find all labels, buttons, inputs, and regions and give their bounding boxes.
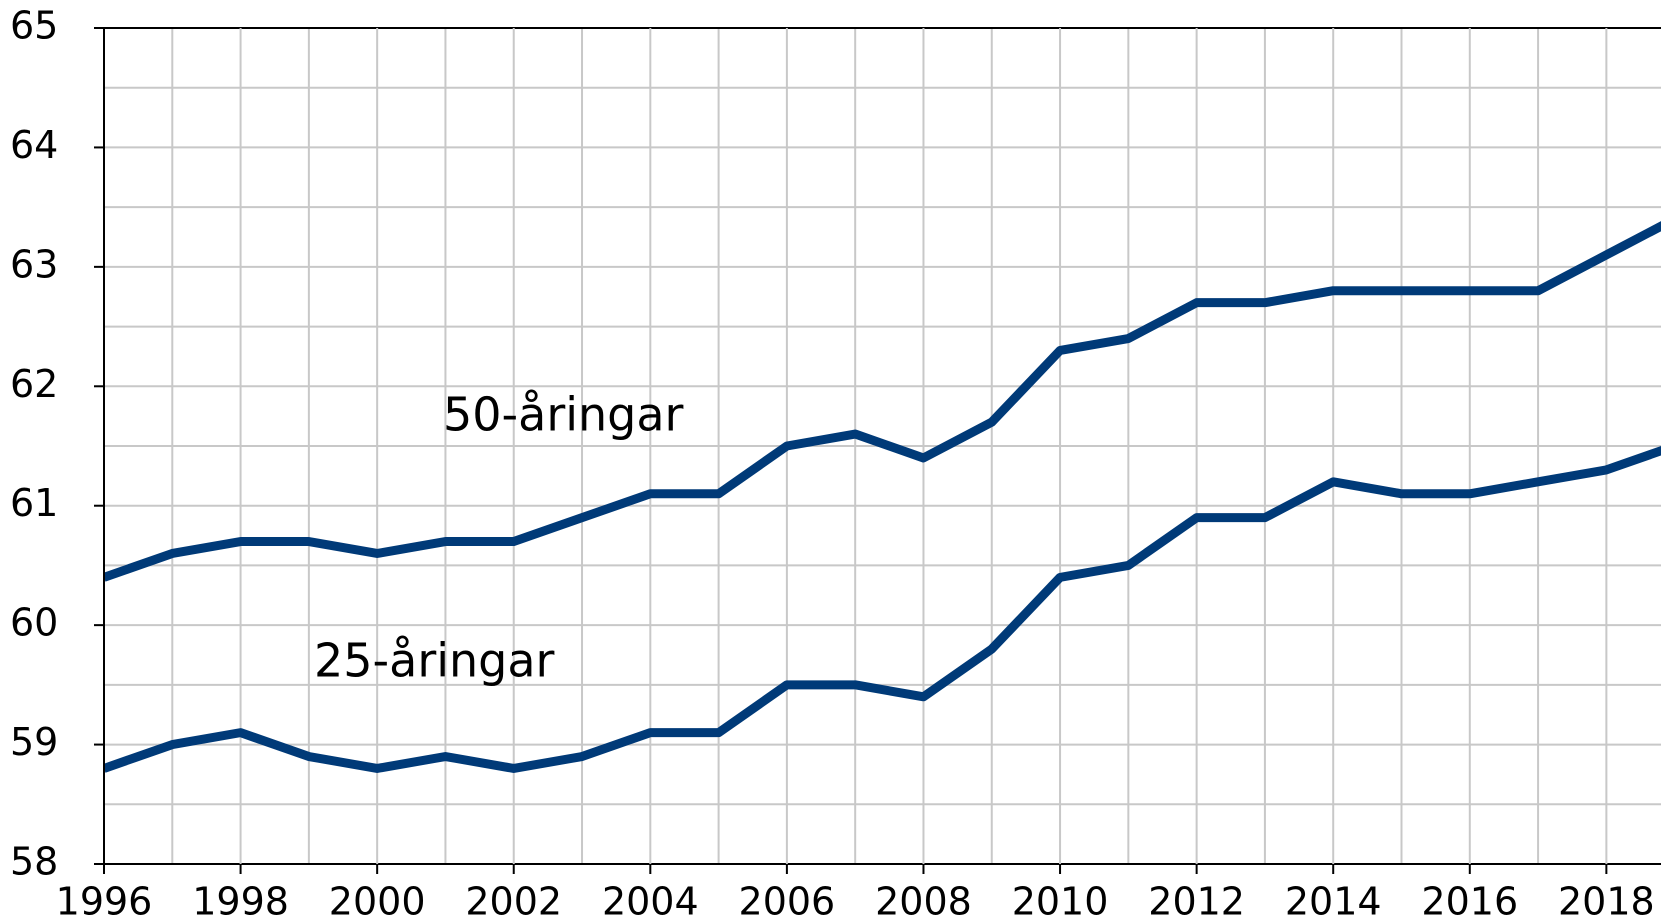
y-tick-label: 65 — [10, 4, 58, 48]
x-tick-label: 2010 — [1012, 880, 1109, 921]
series-line — [104, 446, 1661, 773]
x-tick-label: 1998 — [192, 880, 289, 921]
x-tick-label: 2002 — [465, 880, 562, 921]
series-label: 25-åringar — [314, 634, 555, 688]
x-tick-label: 1996 — [56, 880, 153, 921]
x-tick-label: 2006 — [739, 880, 836, 921]
y-tick-label: 58 — [10, 840, 58, 884]
grid — [104, 27, 1661, 865]
series-line — [104, 221, 1661, 582]
y-tick-label: 60 — [10, 601, 58, 645]
plot-area — [104, 221, 1661, 773]
x-tick-label: 2000 — [329, 880, 426, 921]
y-tick-label: 59 — [10, 720, 58, 764]
y-tick-label: 62 — [10, 362, 58, 406]
y-tick-label: 64 — [10, 123, 58, 167]
x-tick-label: 2014 — [1285, 880, 1382, 921]
x-tick-label: 2018 — [1558, 880, 1655, 921]
x-tick-label: 2008 — [875, 880, 972, 921]
y-tick-label: 63 — [10, 242, 58, 286]
x-tick-label: 2004 — [602, 880, 699, 921]
x-tick-label: 2016 — [1421, 880, 1518, 921]
x-tick-label: 2012 — [1148, 880, 1245, 921]
y-tick-label: 61 — [10, 481, 58, 525]
series-label: 50-åringar — [443, 388, 684, 442]
